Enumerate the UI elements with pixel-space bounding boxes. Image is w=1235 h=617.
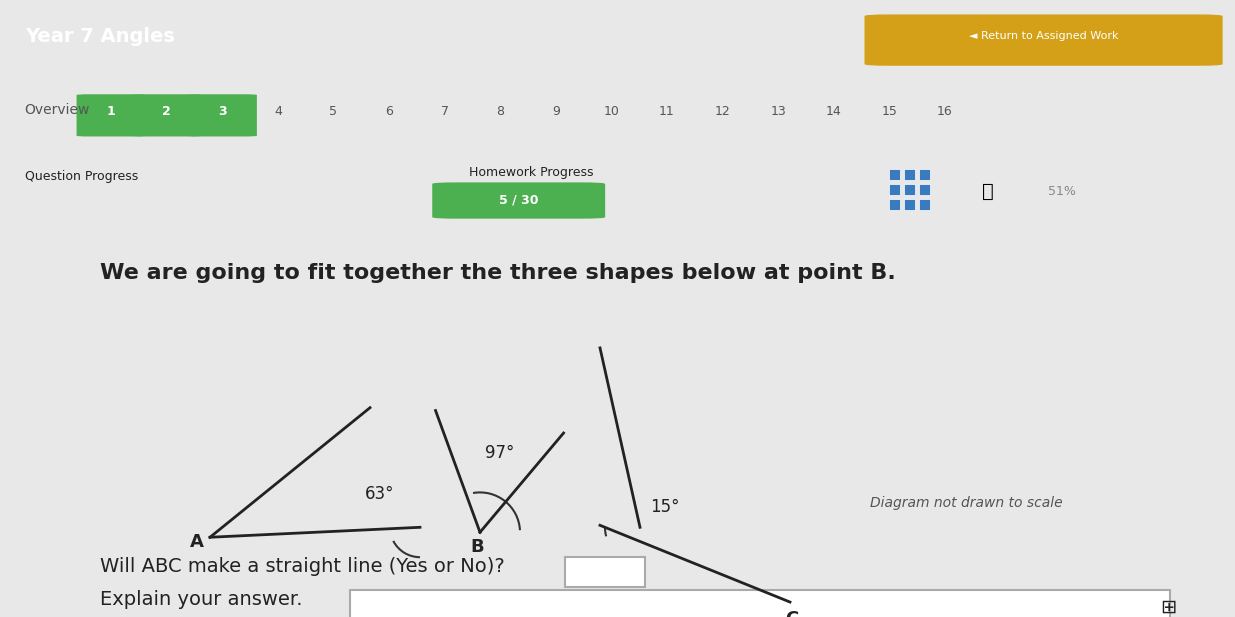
Text: 15°: 15°	[650, 499, 679, 516]
FancyBboxPatch shape	[132, 94, 201, 136]
Text: A: A	[190, 533, 204, 551]
Text: 16: 16	[937, 105, 952, 118]
Text: 7: 7	[441, 105, 448, 118]
Text: 8: 8	[496, 105, 504, 118]
Bar	[904, 169, 915, 180]
Text: C: C	[785, 610, 798, 617]
Bar	[919, 169, 930, 180]
Bar	[889, 199, 900, 210]
Text: 4: 4	[274, 105, 282, 118]
Text: 5: 5	[330, 105, 337, 118]
Text: Overview: Overview	[25, 103, 90, 117]
Text: We are going to fit together the three shapes below at point B.: We are going to fit together the three s…	[100, 263, 895, 283]
FancyBboxPatch shape	[564, 557, 645, 587]
FancyBboxPatch shape	[188, 94, 257, 136]
Text: Question Progress: Question Progress	[25, 170, 138, 183]
Text: 97°: 97°	[485, 444, 514, 462]
Text: 11: 11	[659, 105, 674, 118]
Text: 10: 10	[604, 105, 619, 118]
Text: 51%: 51%	[1049, 184, 1076, 198]
Text: 3: 3	[219, 105, 226, 118]
FancyBboxPatch shape	[864, 14, 1223, 66]
Bar	[904, 184, 915, 195]
Text: Diagram not drawn to scale: Diagram not drawn to scale	[869, 496, 1062, 510]
Text: 63°: 63°	[366, 486, 394, 503]
Text: B: B	[471, 538, 484, 556]
Bar	[904, 199, 915, 210]
Bar	[889, 169, 900, 180]
Text: 13: 13	[771, 105, 785, 118]
FancyBboxPatch shape	[77, 94, 146, 136]
Text: Homework Progress: Homework Progress	[469, 166, 594, 180]
FancyBboxPatch shape	[350, 590, 1170, 617]
Bar	[919, 184, 930, 195]
Text: 1: 1	[106, 105, 116, 118]
Text: Will ABC make a straight line (Yes or No)?: Will ABC make a straight line (Yes or No…	[100, 557, 505, 576]
Bar	[919, 199, 930, 210]
Text: 5 / 30: 5 / 30	[499, 194, 538, 207]
Text: ◄ Return to Assigned Work: ◄ Return to Assigned Work	[968, 31, 1119, 41]
Text: 2: 2	[162, 105, 172, 118]
Bar	[889, 184, 900, 195]
Text: 6: 6	[385, 105, 393, 118]
Text: 12: 12	[715, 105, 730, 118]
Text: Explain your answer.: Explain your answer.	[100, 590, 303, 609]
Text: 15: 15	[882, 105, 897, 118]
FancyBboxPatch shape	[432, 183, 605, 218]
Text: 9: 9	[552, 105, 559, 118]
Text: 14: 14	[826, 105, 841, 118]
Text: Year 7 Angles: Year 7 Angles	[25, 27, 174, 46]
Text: 🏆: 🏆	[982, 182, 994, 201]
Text: ⊞: ⊞	[1160, 597, 1176, 616]
